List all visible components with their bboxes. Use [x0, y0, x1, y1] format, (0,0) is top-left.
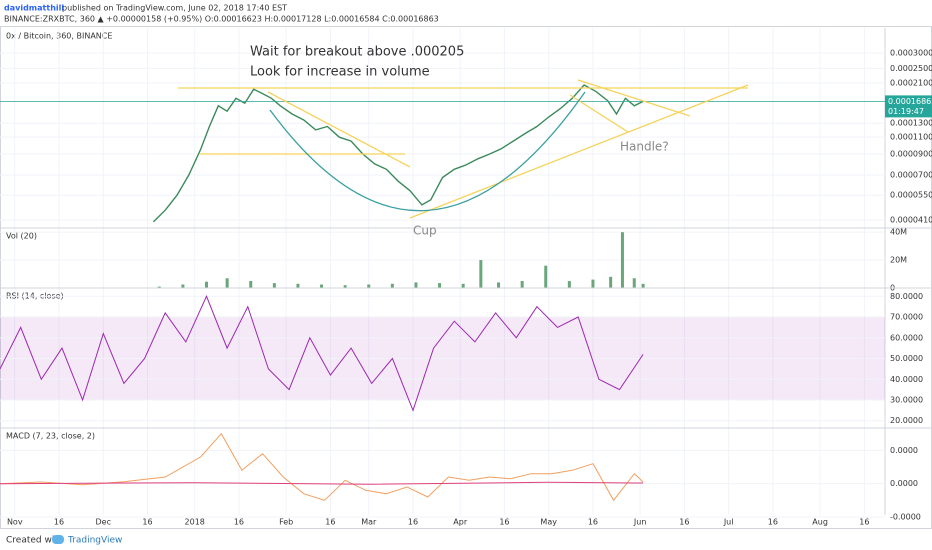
y-tick-label: -0.0000: [890, 513, 921, 522]
volume-bar: [438, 283, 442, 288]
series-line: [0, 481, 644, 485]
y-tick-label: 40.0000: [890, 375, 923, 384]
x-tick-label: Apr: [453, 518, 468, 527]
volume-bar: [157, 286, 161, 288]
y-tick-label: 40M: [890, 228, 907, 237]
logo: [52, 535, 64, 544]
pane-title: Vol (20): [6, 232, 37, 241]
x-tick-label: Feb: [279, 518, 293, 527]
y-tick-label: 0.00004100: [890, 215, 932, 224]
author[interactable]: davidmatthill: [4, 4, 64, 13]
volume-bar: [272, 283, 276, 288]
volume-bar: [225, 278, 229, 288]
volume-bar: [461, 283, 465, 288]
x-tick-label: 16: [679, 518, 689, 527]
note: Wait for breakout above .000205: [250, 45, 464, 60]
volume-bar: [181, 284, 185, 288]
series-line: [152, 84, 644, 223]
x-tick-label: 16: [408, 518, 418, 527]
x-tick-label: Nov: [7, 518, 23, 527]
volume-bar: [296, 283, 300, 288]
published: published on TradingView.com, June 02, 2…: [62, 4, 287, 13]
x-tick-label: 16: [499, 518, 509, 527]
volume-bar: [390, 283, 394, 288]
cup-label: Cup: [413, 224, 437, 238]
brand[interactable]: TradingView: [67, 536, 122, 546]
volume-bar: [367, 284, 371, 288]
pane-title: MACD (7, 23, close, 2): [6, 432, 95, 441]
volume-bar: [479, 260, 483, 288]
note: Look for increase in volume: [250, 65, 430, 80]
y-tick-label: 0.0000: [890, 479, 918, 488]
volume-bar: [249, 281, 253, 288]
volume-bar: [620, 232, 624, 288]
volume-bar: [205, 281, 208, 288]
x-tick-label: Jul: [723, 518, 734, 527]
y-tick-label: 0.0000: [890, 446, 918, 455]
handle-top: [577, 79, 691, 117]
y-tick-label: 20.0000: [890, 416, 923, 425]
handle-bottom: [569, 94, 629, 133]
volume-bar: [641, 283, 645, 288]
volume-bar: [343, 285, 347, 288]
quote: BINANCE:ZRXBTC, 360 ▲ +0.00000158 (+0.95…: [4, 15, 439, 24]
volume-bar: [567, 281, 571, 288]
volume-bar: [609, 276, 613, 288]
y-tick-label: 70.0000: [890, 313, 923, 322]
series-line: [0, 432, 644, 502]
x-tick-label: Aug: [812, 518, 828, 527]
x-tick-label: May: [540, 518, 557, 527]
x-tick-label: 16: [54, 518, 64, 527]
x-tick-label: 16: [234, 518, 244, 527]
x-tick-label: Dec: [96, 518, 111, 527]
x-tick-label: Jun: [633, 518, 647, 527]
volume-bar: [497, 282, 501, 288]
trend-line: [267, 91, 411, 168]
x-tick-label: 16: [142, 518, 152, 527]
x-tick-label: 2018: [185, 518, 205, 527]
handle-label: Handle?: [620, 140, 669, 154]
y-tick-label: 30.0000: [890, 396, 923, 405]
rising-line: [409, 84, 749, 219]
x-tick-label: Mar: [361, 518, 377, 527]
volume-bar: [544, 265, 548, 288]
y-tick-label: 20M: [890, 256, 907, 265]
volume-bar: [520, 281, 524, 288]
drawings: [178, 79, 749, 219]
volume-bar: [632, 278, 636, 288]
series-line: [0, 295, 644, 412]
price-badge: [885, 95, 932, 118]
cup-curve: [269, 91, 586, 212]
price-badge-label: 0.00016863: [888, 97, 932, 106]
y-tick-label: 50.0000: [890, 354, 923, 363]
x-tick-label: 16: [768, 518, 778, 527]
footer-text: Created with: [6, 536, 64, 546]
volume-bar: [591, 279, 595, 288]
y-tick-label: 60.0000: [890, 333, 923, 342]
timer-label: 01:19:47: [888, 107, 924, 116]
x-tick-label: 16: [588, 518, 598, 527]
plot: 0x / Bitcoin, 360, BINANCE0.000300000.00…: [0, 28, 932, 527]
x-tick-label: 16: [325, 518, 335, 527]
x-tick-label: 16: [859, 518, 869, 527]
volume-bar: [320, 284, 324, 288]
y-tick-label: 80.0000: [890, 292, 923, 301]
volume-bar: [414, 282, 418, 288]
